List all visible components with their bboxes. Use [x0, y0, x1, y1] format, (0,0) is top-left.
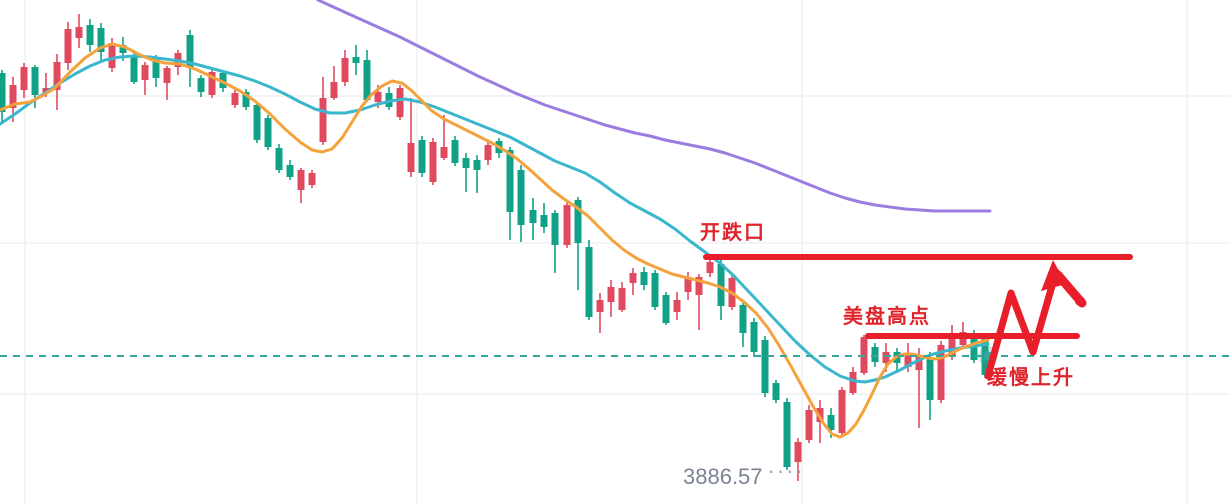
candle-body	[761, 340, 769, 393]
candle-body	[673, 300, 681, 312]
candle-body	[783, 402, 791, 467]
candle-body	[0, 73, 6, 112]
candle-body	[341, 58, 349, 82]
candle-body	[926, 357, 934, 400]
candle-body	[330, 82, 338, 98]
candle-body	[473, 160, 481, 170]
candle-body	[506, 150, 514, 212]
candle-body	[429, 142, 437, 182]
candle-body	[827, 415, 835, 430]
candle-body	[948, 333, 956, 357]
candle-body	[53, 62, 61, 90]
candle-body	[585, 247, 593, 317]
zigzag-arrow-blob	[1075, 296, 1085, 306]
candle-body	[618, 288, 626, 310]
candle-body	[805, 410, 813, 440]
candle-body	[75, 27, 83, 38]
candle-body	[838, 390, 846, 433]
candle-body	[242, 92, 250, 107]
candle-body	[529, 210, 537, 223]
candle-body	[517, 170, 525, 225]
candle-body	[86, 25, 94, 45]
candle-body	[363, 60, 371, 100]
candle-body	[750, 322, 758, 352]
candle-body	[662, 295, 670, 323]
candle-body	[141, 65, 149, 80]
candle-body	[574, 200, 582, 243]
annotation-gap-label: 开跌口	[700, 222, 766, 244]
candle-body	[651, 273, 659, 307]
candle-body	[629, 273, 637, 283]
low-price-leader-dots: ····	[767, 458, 805, 483]
candle-body	[904, 355, 912, 367]
candle-body	[607, 287, 615, 302]
candle-body	[396, 88, 404, 117]
candle-body	[374, 92, 382, 102]
low-price-value: 3886.57	[683, 464, 763, 489]
candle-body	[451, 140, 459, 163]
candle-body	[119, 45, 127, 53]
candle-body	[440, 147, 448, 158]
candle-body	[208, 72, 216, 95]
candle-body	[772, 383, 780, 400]
candle-body	[462, 158, 470, 168]
candle-body	[275, 148, 283, 170]
candle-body	[882, 352, 890, 363]
candle-body	[20, 67, 28, 90]
candle-body	[695, 277, 703, 295]
zigzag-arrow-line	[984, 268, 1060, 380]
candle-body	[286, 165, 294, 177]
candle-body	[319, 98, 327, 142]
ma-slow-line	[316, 0, 992, 213]
candle-body	[231, 93, 239, 105]
candle-body	[42, 88, 50, 93]
candle-body	[253, 105, 261, 140]
candle-body	[264, 118, 272, 147]
candle-body	[871, 347, 879, 362]
candle-body	[197, 78, 205, 92]
annotation-us-session-high-label: 美盘高点	[843, 306, 931, 328]
candle-body	[739, 305, 747, 333]
candle-body	[706, 262, 714, 273]
candle-body	[551, 213, 559, 245]
candle-body	[130, 57, 138, 82]
candle-body	[186, 35, 194, 67]
ma-mid-line	[0, 54, 990, 384]
candle-body	[596, 300, 604, 312]
ma-fast-line	[0, 42, 990, 439]
candle-body	[9, 85, 17, 108]
candle-body	[64, 29, 72, 63]
candle-body	[407, 143, 415, 172]
candle-body	[152, 58, 160, 78]
candle-body	[849, 372, 857, 393]
candle-body	[163, 68, 171, 83]
annotation-slow-rise-label: 缓慢上升	[987, 367, 1075, 389]
candle-body	[717, 264, 725, 306]
candle-body	[97, 28, 105, 52]
candle-body	[540, 215, 548, 227]
candle-body	[308, 173, 316, 185]
candle-body	[937, 345, 945, 400]
candle-body	[108, 43, 116, 68]
candle-body	[915, 357, 923, 370]
candle-body	[684, 277, 692, 292]
candle-body	[794, 442, 802, 462]
candle-body	[297, 170, 305, 190]
candle-body	[418, 140, 426, 173]
candle-body	[352, 57, 360, 63]
candle-body	[563, 205, 571, 245]
candle-body	[31, 67, 39, 95]
low-price-label: 3886.57 ····	[683, 458, 805, 490]
candle-body	[484, 145, 492, 160]
candle-body	[640, 272, 648, 285]
